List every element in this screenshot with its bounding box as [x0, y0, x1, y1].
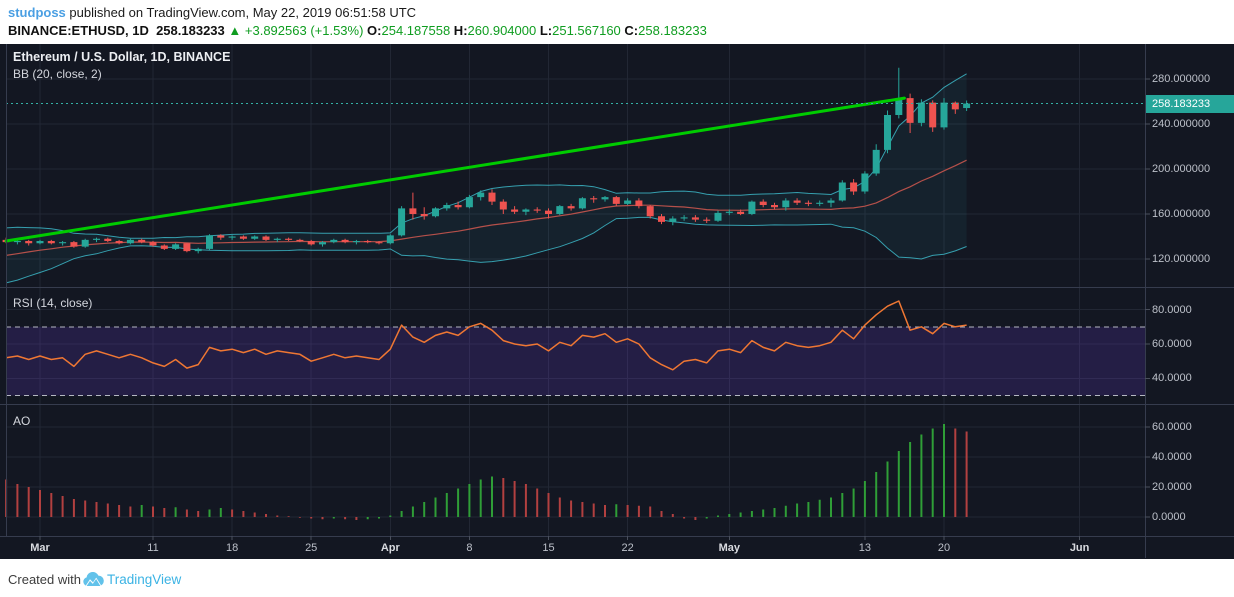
ohlc-key: O:: [363, 23, 382, 38]
change-text: +3.892563 (+1.53%): [244, 23, 364, 38]
symbol-label: BINANCE:ETHUSD, 1D: [8, 23, 149, 38]
ohlc-value: 254.187558: [381, 23, 451, 38]
ohlc-key: L:: [536, 23, 553, 38]
last-price: 258.183233: [156, 23, 225, 38]
ohlc-readout: O:254.187558 H:260.904000 L:251.567160 C…: [363, 23, 707, 38]
chart-background: [0, 44, 1234, 559]
ohlc-value: 258.183233: [638, 23, 707, 38]
ohlc-key: H:: [450, 23, 468, 38]
change-up-arrow-icon: ▲: [228, 23, 242, 38]
published-line: studposs published on TradingView.com, M…: [8, 5, 416, 20]
created-with-text: Created with: [8, 572, 81, 587]
ohlc-value: 260.904000: [467, 23, 537, 38]
snapshot-header: studposs published on TradingView.com, M…: [0, 0, 1234, 44]
tradingview-logo-icon: [83, 572, 104, 586]
snapshot-footer: Created with TradingView: [0, 559, 1234, 597]
username-link[interactable]: studposs: [8, 5, 66, 20]
symbol-line: BINANCE:ETHUSD, 1D 258.183233 ▲ +3.89256…: [8, 23, 707, 38]
tradingview-brand-link[interactable]: TradingView: [107, 572, 182, 587]
ohlc-key: C:: [620, 23, 639, 38]
ohlc-value: 251.567160: [552, 23, 621, 38]
published-text: published on TradingView.com, May 22, 20…: [65, 5, 417, 20]
